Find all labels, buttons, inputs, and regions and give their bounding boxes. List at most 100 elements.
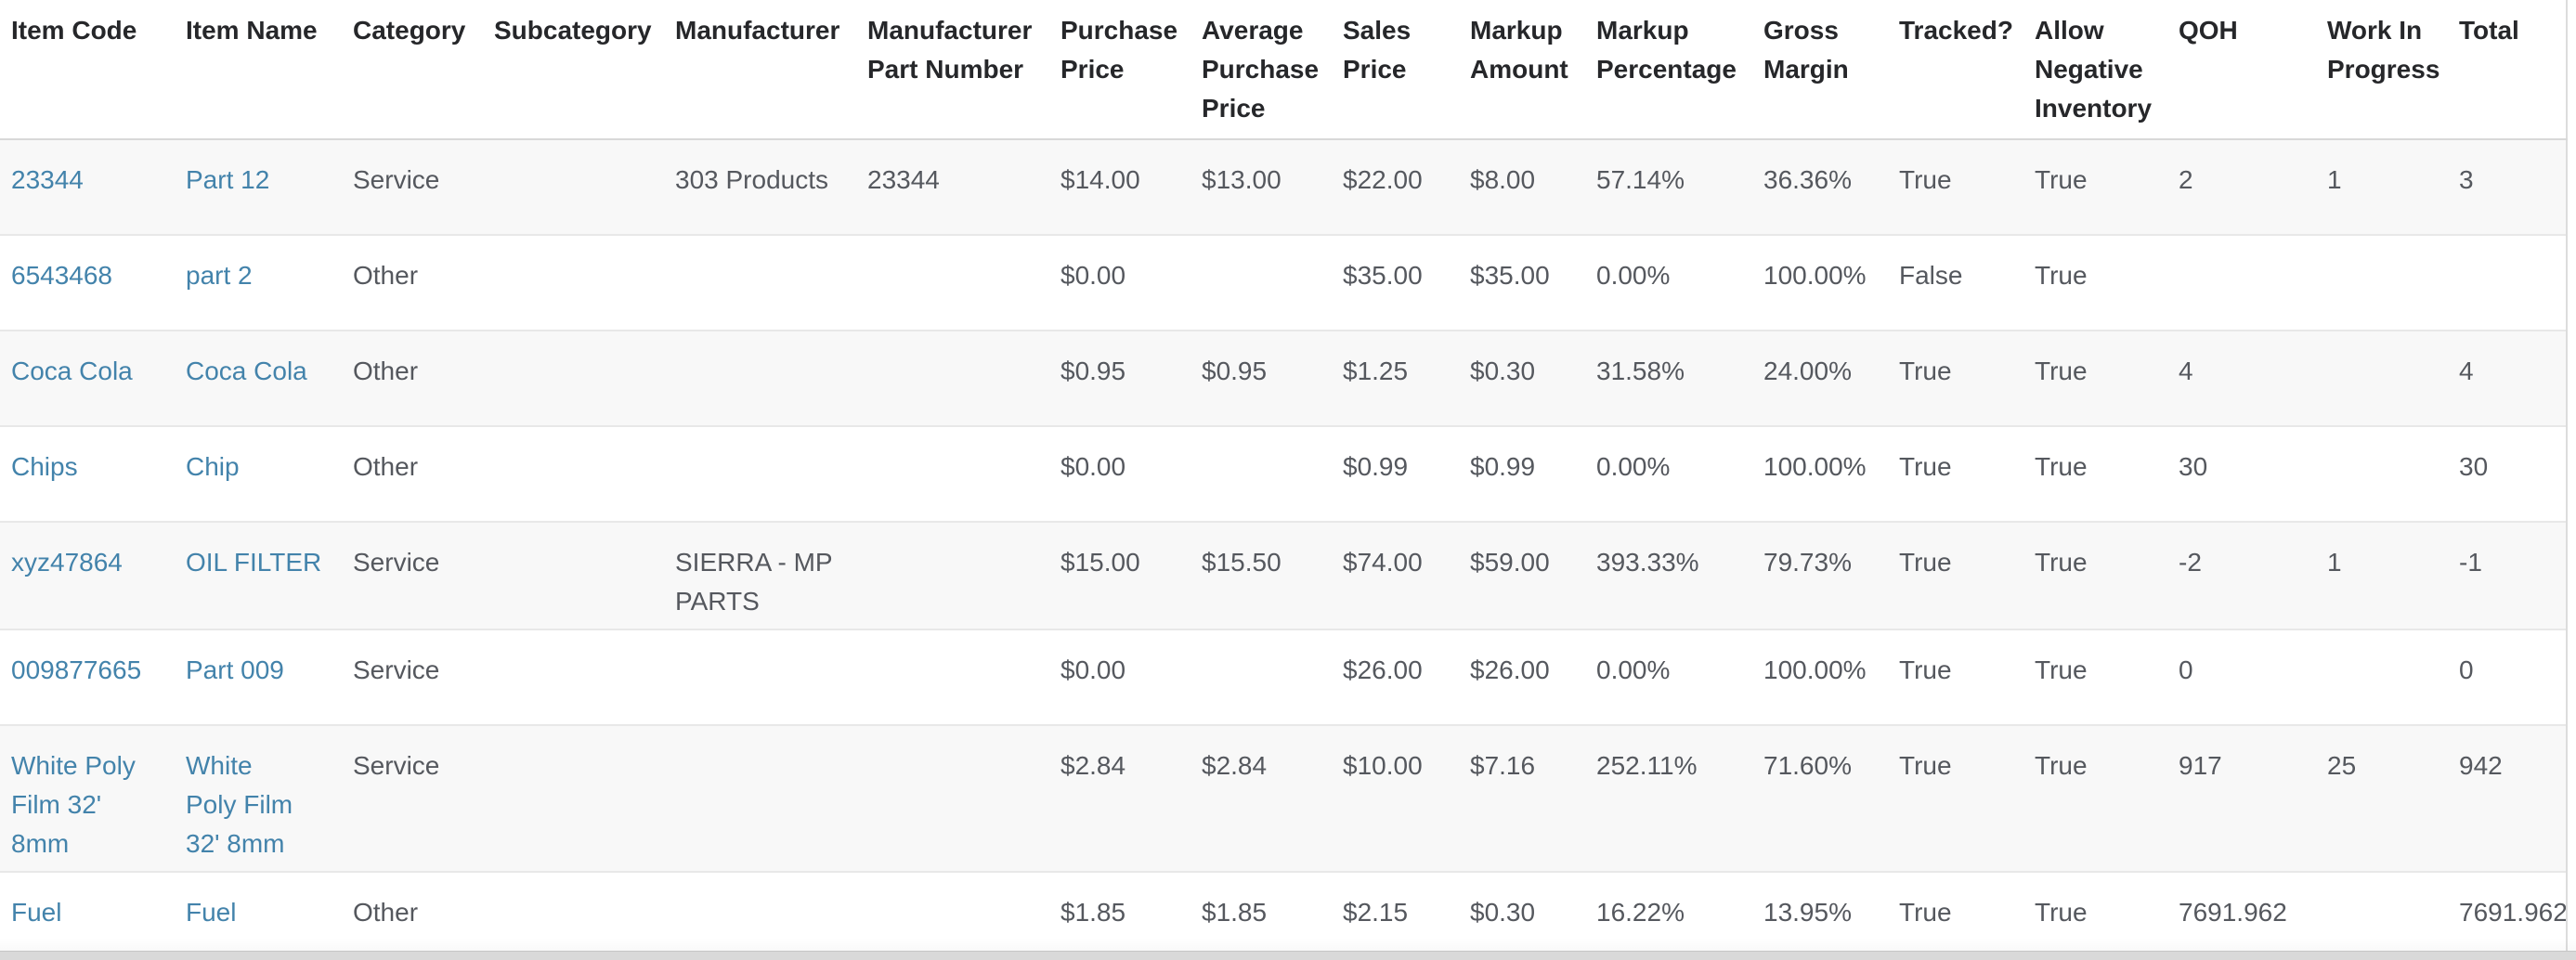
cell-manufacturer-part-number — [856, 629, 1049, 725]
item-name-link[interactable]: Part 009 — [186, 655, 284, 684]
cell-gross-margin: 13.95% — [1763, 898, 1852, 927]
cell-gross-margin: 79.73% — [1763, 548, 1852, 577]
item-code-link[interactable]: 23344 — [11, 165, 84, 194]
column-header-allow-negative-inventory[interactable]: Allow Negative Inventory — [2023, 0, 2167, 140]
column-header-total[interactable]: Total — [2448, 0, 2568, 140]
cell-purchase-price: $0.00 — [1060, 655, 1126, 684]
column-header-markup-percentage[interactable]: Markup Percentage — [1585, 0, 1752, 140]
cell-qoh: 4 — [2179, 357, 2193, 385]
table-row: 6543468 part 2 Other $0.00 $35.00 $35.00 0.00%… — [0, 235, 2568, 331]
table-body: 23344 Part 12 Service 303 Products 23344 $14.… — [0, 139, 2568, 960]
cell-markup-amount: $8.00 — [1470, 165, 1536, 194]
column-header-sales-price[interactable]: Sales Price — [1332, 0, 1459, 140]
cell-tracked: True — [1899, 165, 1952, 194]
item-code-link[interactable]: Chips — [11, 452, 78, 481]
cell-category: Service — [353, 655, 440, 684]
cell-work-in-progress — [2316, 235, 2448, 331]
item-name-link[interactable]: White Poly Film 32' 8mm — [186, 751, 293, 858]
item-name-link[interactable]: OIL FILTER — [186, 548, 322, 577]
item-code-link[interactable]: 6543468 — [11, 261, 113, 290]
cell-work-in-progress: 25 — [2327, 751, 2357, 780]
cell-subcategory — [483, 629, 664, 725]
cell-qoh: 917 — [2179, 751, 2222, 780]
table-row: Fuel Fuel Other $1.85 $1.85 $2.15 $0.30 16.22% 1… — [0, 872, 2568, 960]
cell-subcategory — [483, 426, 664, 522]
cell-average-purchase-price: $15.50 — [1202, 548, 1281, 577]
cell-work-in-progress — [2316, 629, 2448, 725]
horizontal-scrollbar[interactable] — [0, 951, 2576, 960]
cell-allow-negative-inventory: True — [2035, 357, 2088, 385]
cell-manufacturer: SIERRA - MP PARTS — [675, 548, 833, 616]
cell-manufacturer — [664, 725, 856, 872]
cell-manufacturer — [664, 235, 856, 331]
cell-average-purchase-price: $13.00 — [1202, 165, 1281, 194]
table-row: xyz47864 OIL FILTER Service SIERRA - MP PAR… — [0, 522, 2568, 629]
cell-gross-margin: 71.60% — [1763, 751, 1852, 780]
item-code-link[interactable]: 009877665 — [11, 655, 142, 684]
cell-markup-percentage: 252.11% — [1596, 751, 1698, 780]
cell-category: Other — [353, 357, 419, 385]
cell-total: 30 — [2448, 426, 2568, 522]
cell-qoh: 2 — [2179, 165, 2193, 194]
cell-gross-margin: 100.00% — [1763, 452, 1867, 481]
column-header-average-purchase-price[interactable]: Average Purchase Price — [1190, 0, 1332, 140]
cell-sales-price: $35.00 — [1343, 261, 1423, 290]
cell-tracked: True — [1899, 452, 1952, 481]
column-header-markup-amount[interactable]: Markup Amount — [1459, 0, 1585, 140]
column-header-item-code[interactable]: Item Code — [0, 0, 175, 140]
column-header-work-in-progress[interactable]: Work In Progress — [2316, 0, 2448, 140]
cell-work-in-progress: 1 — [2327, 165, 2342, 194]
cell-purchase-price: $2.84 — [1060, 751, 1126, 780]
cell-allow-negative-inventory: True — [2035, 655, 2088, 684]
column-header-subcategory[interactable]: Subcategory — [483, 0, 664, 140]
column-header-manufacturer-part-number[interactable]: Manufacturer Part Number — [856, 0, 1049, 140]
cell-item-name: White Poly Film 32' 8mm — [175, 725, 342, 872]
item-code-link[interactable]: Fuel — [11, 898, 62, 927]
cell-item-code: 23344 — [0, 139, 175, 235]
column-header-manufacturer[interactable]: Manufacturer — [664, 0, 856, 140]
column-header-category[interactable]: Category — [342, 0, 483, 140]
cell-manufacturer-part-number — [856, 872, 1049, 960]
table-row: Coca Cola Coca Cola Other $0.95 $0.95 $1.25 $0… — [0, 331, 2568, 426]
cell-item-name: Part 009 — [175, 629, 342, 725]
item-code-link[interactable]: Coca Cola — [11, 357, 133, 385]
item-name-link[interactable]: Part 12 — [186, 165, 270, 194]
cell-item-name: Part 12 — [175, 139, 342, 235]
cell-qoh: -2 — [2179, 548, 2202, 577]
cell-gross-margin: 36.36% — [1763, 165, 1852, 194]
item-name-link[interactable]: Fuel — [186, 898, 237, 927]
cell-item-code: 6543468 — [0, 235, 175, 331]
item-name-link[interactable]: Chip — [186, 452, 240, 481]
cell-tracked: True — [1899, 357, 1952, 385]
cell-allow-negative-inventory: True — [2035, 548, 2088, 577]
cell-tracked: False — [1899, 261, 1963, 290]
column-header-qoh[interactable]: QOH — [2167, 0, 2316, 140]
cell-subcategory — [483, 331, 664, 426]
cell-item-code: White Poly Film 32' 8mm — [0, 725, 175, 872]
cell-tracked: True — [1899, 548, 1952, 577]
cell-markup-percentage: 57.14% — [1596, 165, 1685, 194]
column-header-gross-margin[interactable]: Gross Margin — [1752, 0, 1888, 140]
cell-gross-margin: 100.00% — [1763, 261, 1867, 290]
cell-purchase-price: $14.00 — [1060, 165, 1140, 194]
cell-allow-negative-inventory: True — [2035, 751, 2088, 780]
column-header-tracked[interactable]: Tracked? — [1888, 0, 2023, 140]
column-header-purchase-price[interactable]: Purchase Price — [1049, 0, 1190, 140]
cell-qoh: 7691.962 — [2179, 898, 2287, 927]
cell-markup-amount: $35.00 — [1470, 261, 1550, 290]
cell-purchase-price: $1.85 — [1060, 898, 1126, 927]
cell-markup-percentage: 0.00% — [1596, 261, 1671, 290]
cell-markup-amount: $59.00 — [1470, 548, 1550, 577]
cell-markup-amount: $0.30 — [1470, 898, 1536, 927]
cell-markup-amount: $0.30 — [1470, 357, 1536, 385]
column-header-item-name[interactable]: Item Name — [175, 0, 342, 140]
item-code-link[interactable]: White Poly Film 32' 8mm — [11, 751, 136, 858]
table-row: 009877665 Part 009 Service $0.00 $26.00 $26.0… — [0, 629, 2568, 725]
item-code-link[interactable]: xyz47864 — [11, 548, 123, 577]
cell-category: Other — [353, 452, 419, 481]
item-name-link[interactable]: part 2 — [186, 261, 253, 290]
cell-item-name: part 2 — [175, 235, 342, 331]
item-name-link[interactable]: Coca Cola — [186, 357, 307, 385]
cell-subcategory — [483, 872, 664, 960]
